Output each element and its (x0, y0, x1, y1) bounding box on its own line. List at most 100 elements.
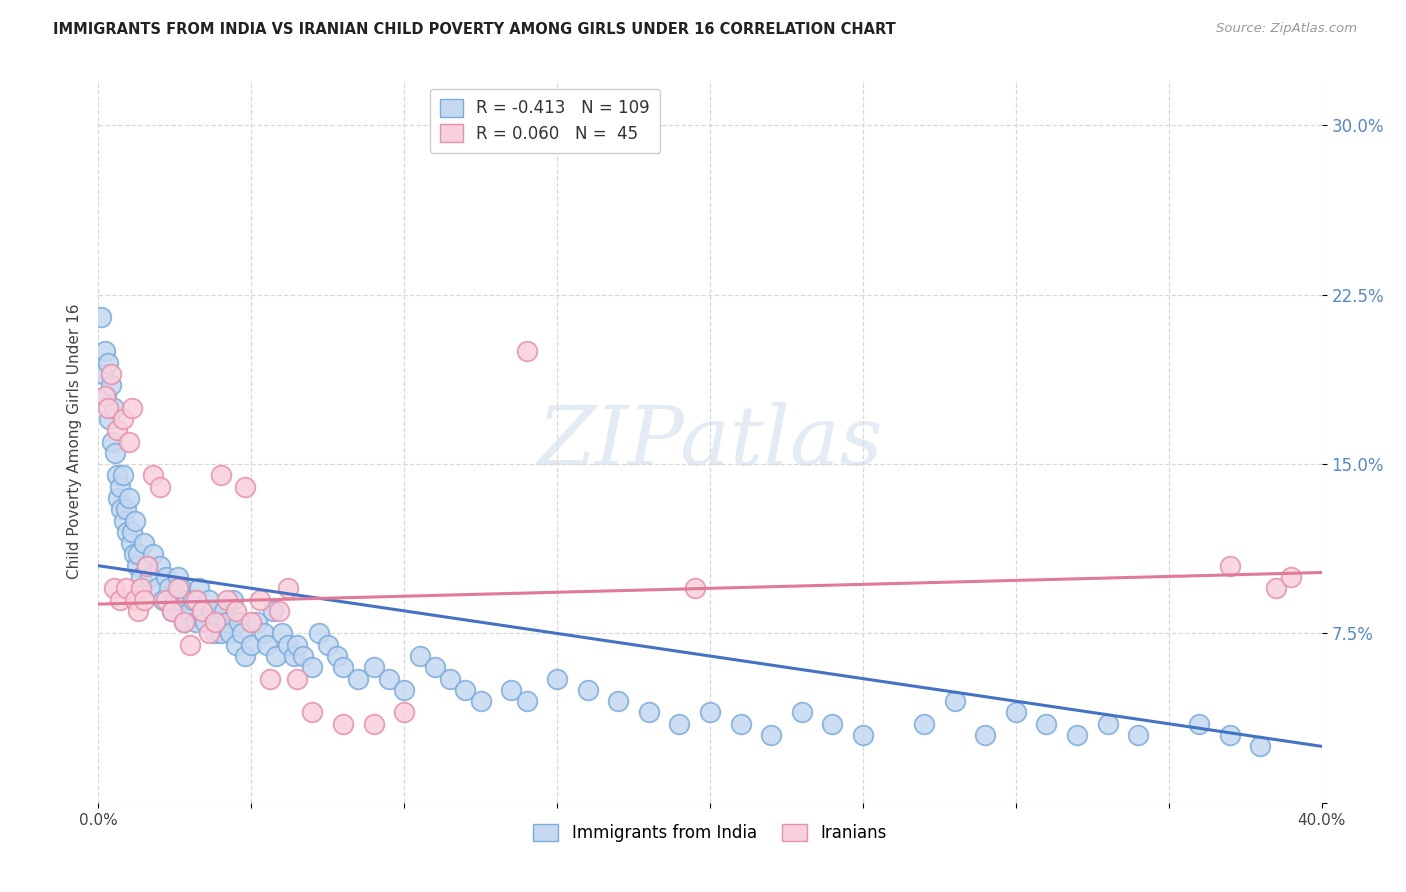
Point (240, 638, 263, 652)
Point (94, 389, 117, 403)
Point (699, 706, 721, 720)
Point (212, 604, 235, 618)
Point (191, 604, 214, 618)
Point (1097, 716, 1119, 731)
Point (277, 582, 299, 596)
Point (98, 412, 121, 426)
Point (270, 626, 294, 640)
Point (249, 592, 271, 607)
Point (157, 582, 180, 596)
Point (134, 592, 156, 607)
Point (821, 716, 844, 731)
Point (186, 615, 208, 630)
Point (142, 468, 165, 483)
Point (108, 480, 131, 494)
Point (204, 626, 226, 640)
Point (197, 626, 219, 640)
Point (228, 615, 250, 630)
Point (200, 604, 222, 618)
Point (215, 615, 238, 630)
Point (173, 615, 195, 630)
Point (111, 468, 134, 483)
Point (103, 401, 125, 415)
Point (730, 716, 752, 731)
Point (111, 412, 134, 426)
Point (285, 638, 308, 652)
Point (108, 592, 131, 607)
Point (136, 558, 159, 573)
Point (160, 604, 183, 618)
Point (219, 626, 242, 640)
Point (145, 582, 167, 596)
Point (163, 592, 186, 607)
Point (134, 536, 156, 550)
Point (408, 648, 430, 663)
Point (516, 694, 538, 708)
Point (1219, 728, 1241, 742)
Point (118, 491, 141, 505)
Point (207, 615, 229, 630)
Point (233, 648, 256, 663)
Point (105, 468, 128, 483)
Point (470, 694, 492, 708)
Point (576, 682, 599, 697)
Point (316, 638, 339, 652)
Point (209, 626, 232, 640)
Point (308, 626, 330, 640)
Point (149, 480, 172, 494)
Point (1279, 570, 1302, 584)
Point (363, 716, 385, 731)
Point (125, 558, 148, 573)
Point (115, 582, 138, 596)
Text: Source: ZipAtlas.com: Source: ZipAtlas.com (1216, 22, 1357, 36)
Point (104, 446, 127, 460)
Point (1250, 739, 1272, 754)
Point (194, 615, 217, 630)
Point (100, 378, 122, 392)
Point (167, 582, 190, 596)
Point (209, 468, 232, 483)
Point (142, 548, 165, 562)
Point (112, 514, 135, 528)
Point (761, 728, 783, 742)
Point (225, 638, 247, 652)
Point (93, 344, 115, 359)
Point (1219, 558, 1241, 573)
Point (292, 648, 315, 663)
Text: ZIPatlas: ZIPatlas (537, 401, 883, 482)
Point (283, 648, 305, 663)
Point (246, 615, 269, 630)
Point (197, 592, 219, 607)
Point (173, 615, 195, 630)
Point (122, 548, 145, 562)
Point (176, 592, 198, 607)
Point (943, 694, 966, 708)
Point (912, 716, 935, 731)
Point (170, 582, 193, 596)
Point (1004, 706, 1026, 720)
Point (124, 514, 146, 528)
Point (516, 344, 538, 359)
Point (1264, 582, 1286, 596)
Point (277, 638, 299, 652)
Point (267, 604, 290, 618)
Point (115, 502, 138, 516)
Point (191, 604, 214, 618)
Point (215, 592, 238, 607)
Point (974, 728, 997, 742)
Point (124, 592, 146, 607)
Point (546, 672, 568, 686)
Point (179, 604, 201, 618)
Point (129, 570, 152, 584)
Point (152, 592, 174, 607)
Point (90, 310, 112, 325)
Point (188, 582, 211, 596)
Point (121, 524, 143, 539)
Point (1035, 716, 1057, 731)
Point (107, 491, 129, 505)
Point (607, 694, 630, 708)
Point (423, 660, 446, 674)
Point (129, 582, 152, 596)
Point (264, 648, 287, 663)
Point (121, 401, 143, 415)
